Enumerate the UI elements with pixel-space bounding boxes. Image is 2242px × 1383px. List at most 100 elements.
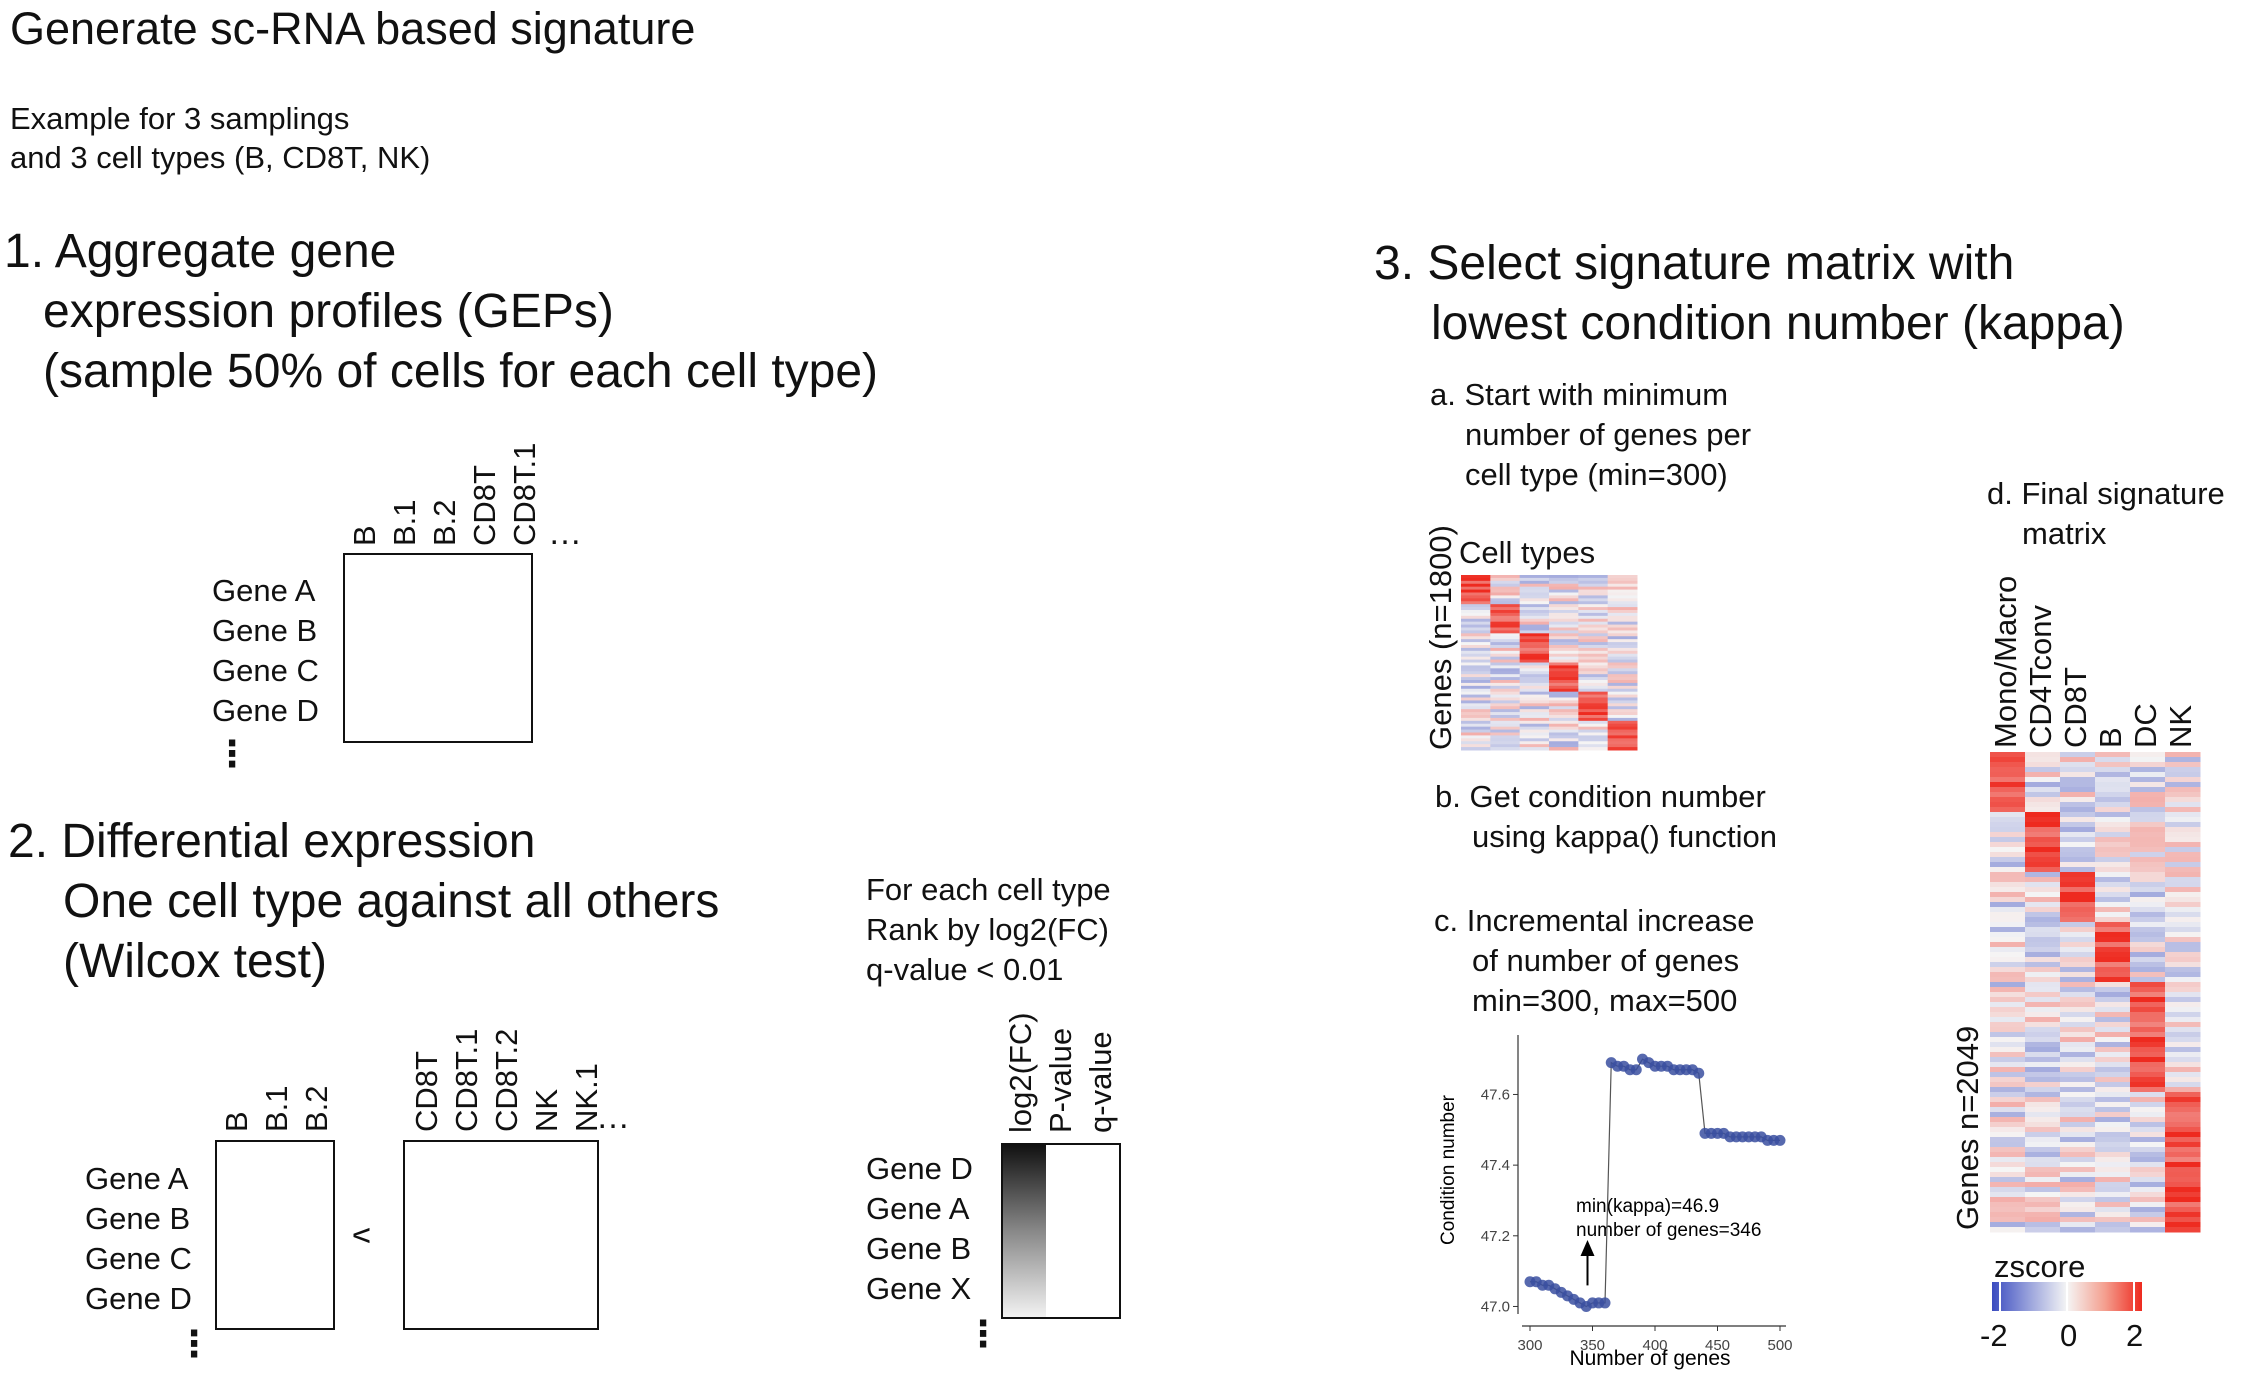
heatmap-d-cell	[2025, 817, 2061, 823]
heatmap-d-cell	[2130, 912, 2166, 918]
heatmap-a-cell	[1461, 612, 1491, 617]
heatmap-d-cell	[2025, 1212, 2061, 1218]
heatmap-d-cell	[2060, 1162, 2096, 1168]
heatmap-a-cell	[1578, 639, 1609, 643]
heatmap-d-cell	[1990, 792, 2026, 798]
heatmap-d-cell	[1990, 1057, 2026, 1063]
zscore-color-bar	[1992, 1282, 2142, 1311]
step2-group2-column-label: NK	[529, 1088, 564, 1132]
step2-group2-column-label: CD8T.1	[449, 1028, 484, 1132]
heatmap-d-cell	[2060, 962, 2096, 968]
heatmap-d-cell	[2060, 1082, 2096, 1088]
heatmap-d-cell	[2060, 847, 2096, 853]
heatmap-d-cell	[2165, 1212, 2201, 1218]
heatmap-d-cell	[2060, 927, 2096, 933]
heatmap-d-cell	[2095, 1067, 2131, 1073]
heatmap-a-cell	[1607, 656, 1638, 661]
heatmap-a-cell	[1607, 694, 1638, 698]
heatmap-d-cell	[2130, 827, 2166, 833]
heatmap-d-cell	[1990, 1202, 2026, 1208]
heatmap-d-cell	[2095, 782, 2131, 788]
heatmap-a-cell	[1490, 653, 1521, 658]
heatmap-a-cell	[1519, 639, 1550, 643]
heatmap-d-cell	[2025, 947, 2061, 953]
heatmap-d-cell	[2060, 877, 2096, 883]
heatmap-a-cell	[1461, 633, 1491, 637]
heatmap-a-cell	[1549, 653, 1579, 658]
heatmap-d-cell	[1990, 777, 2026, 783]
step3d-text-line-2: matrix	[2022, 516, 2107, 551]
heatmap-d-cell	[1990, 1087, 2026, 1093]
heatmap-a-cell	[1490, 723, 1521, 728]
heatmap-a-cell	[1549, 694, 1579, 698]
heatmap-d-cell	[2060, 887, 2096, 893]
heatmap-d-cell	[2025, 1022, 2061, 1028]
heatmap-d-cell	[2060, 797, 2096, 803]
heatmap-d-cell	[2130, 777, 2166, 783]
heatmap-a-cell	[1461, 671, 1491, 675]
heatmap-a-cell	[1549, 624, 1579, 628]
heatmap-d-cell	[2025, 762, 2061, 768]
step3a-text-line-1: a. Start with minimum	[1430, 377, 1729, 412]
heatmap-d-cell	[1990, 1172, 2026, 1178]
heatmap-a-cell	[1578, 621, 1609, 626]
heatmap-d-cell	[2165, 752, 2201, 758]
heatmap-a-cell	[1578, 653, 1609, 658]
heatmap-d-cell	[2165, 902, 2201, 908]
step3b-text-line-1: b. Get condition number	[1435, 779, 1766, 814]
heatmap-d-cell	[2165, 1087, 2201, 1093]
heatmap-d-cell	[1990, 1177, 2026, 1183]
heatmap-d-cell	[2165, 1037, 2201, 1043]
heatmap-d-cell	[2130, 872, 2166, 878]
heatmap-d-cell	[2130, 1117, 2166, 1123]
heatmap-a-cell	[1490, 639, 1521, 643]
heatmap-d-cell	[2060, 967, 2096, 973]
heatmap-d-cell	[1990, 1212, 2026, 1218]
heatmap-a-cell	[1578, 659, 1609, 663]
heatmap-a-cell	[1578, 650, 1609, 655]
heatmap-a-cell	[1461, 647, 1491, 652]
heatmap-d-cell	[2025, 1037, 2061, 1043]
heatmap-a-cell	[1549, 612, 1579, 617]
step3c-text-line-3: min=300, max=500	[1472, 983, 1738, 1018]
subtitle-line-2: and 3 cell types (B, CD8T, NK)	[10, 140, 431, 175]
heatmap-a-cell	[1519, 592, 1550, 596]
heatmap-d-cell	[2095, 837, 2131, 843]
heatmap-d-cell	[1990, 1142, 2026, 1148]
heatmap-d-cell	[1990, 957, 2026, 963]
heatmap-a-cell	[1519, 650, 1550, 655]
heatmap-d-cell	[2060, 1042, 2096, 1048]
heatmap-d-cell	[2165, 977, 2201, 983]
heatmap-d-cell	[2165, 1177, 2201, 1183]
chart-point	[1599, 1297, 1611, 1309]
heatmap-d-cell	[2060, 852, 2096, 858]
heatmap-d-cell	[1990, 867, 2026, 873]
heatmap-a-cell	[1490, 726, 1521, 731]
heatmap-a-cell	[1490, 656, 1521, 661]
heatmap-d-cell	[2130, 867, 2166, 873]
heatmap-a-cell	[1490, 642, 1521, 646]
heatmap-d-cell	[1990, 767, 2026, 773]
heatmap-d-cell	[2060, 947, 2096, 953]
step2-row-ellipsis: ⋮	[176, 1323, 212, 1364]
heatmap-a-cell	[1549, 685, 1579, 690]
heatmap-d-cell	[2025, 1167, 2061, 1173]
heatmap-d-cell	[2060, 787, 2096, 793]
heatmap-d-cell	[2025, 807, 2061, 813]
heatmap-a-cell	[1461, 709, 1491, 713]
heatmap-a-cell	[1607, 589, 1638, 593]
heatmap-a-cell	[1578, 583, 1609, 588]
heatmap-a-cell	[1607, 703, 1638, 707]
step2-heading-line-3: (Wilcox test)	[63, 935, 327, 988]
step2-rank-gene-label: Gene X	[866, 1271, 972, 1306]
heatmap-d-cell	[2025, 812, 2061, 818]
heatmap-d-cell	[2095, 942, 2131, 948]
step2-rank-gene-label: Gene D	[866, 1151, 973, 1186]
heatmap-d-cell	[2165, 952, 2201, 958]
heatmap-d-cell	[2165, 972, 2201, 978]
heatmap-a-cell	[1549, 592, 1579, 596]
heatmap-d-cell	[2025, 1217, 2061, 1223]
heatmap-a-cell	[1490, 706, 1521, 710]
heatmap-d-cell	[2165, 822, 2201, 828]
step1-row-ellipsis: ⋮	[214, 733, 250, 774]
